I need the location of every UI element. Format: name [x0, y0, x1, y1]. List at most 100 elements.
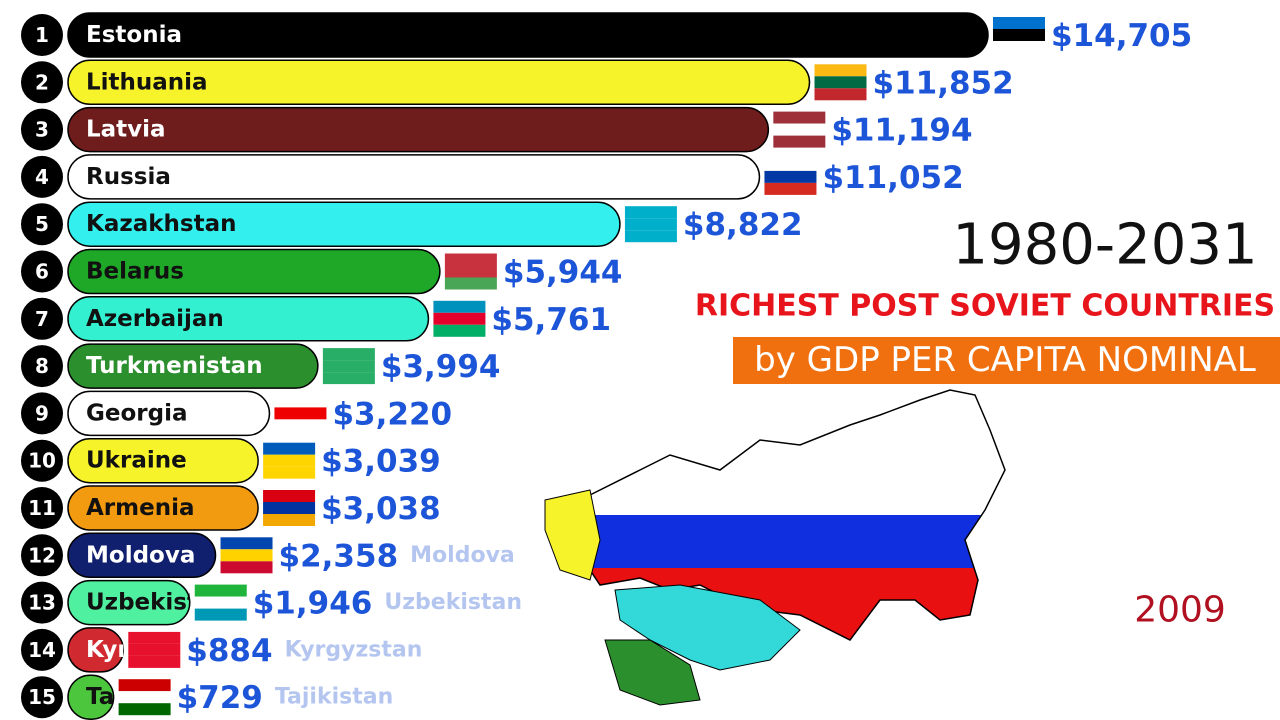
- rank-badge: [21, 203, 63, 246]
- value-label: $14,705: [1051, 18, 1192, 54]
- flag-stripe: [993, 17, 1045, 29]
- flag-stripe: [814, 88, 867, 101]
- flag-stripe: [773, 111, 826, 124]
- rank-badge: [21, 14, 63, 56]
- flag-stripe: [220, 549, 273, 562]
- rank: 12: [28, 543, 56, 567]
- rank-badge: [21, 108, 63, 151]
- value-label: $3,038: [321, 491, 441, 527]
- flag-stripe: [433, 312, 486, 325]
- bar: [67, 201, 621, 247]
- bar: [67, 154, 761, 200]
- map: [544, 389, 1006, 706]
- flag-stripe: [128, 631, 181, 644]
- bar-label: Lithuania: [86, 69, 208, 95]
- flag-stripe: [433, 300, 486, 313]
- flag-stripe: [194, 596, 247, 609]
- rank: 7: [35, 307, 49, 331]
- value-label: $3,994: [381, 349, 501, 385]
- rank: 10: [28, 449, 56, 473]
- rank-badge: [21, 439, 63, 482]
- bar-label: Moldova: [86, 542, 195, 568]
- rank: 8: [35, 354, 49, 378]
- period: 1980-2031: [952, 213, 1257, 278]
- flag-stripe: [322, 372, 375, 385]
- value-label: $8,822: [683, 207, 803, 243]
- flag-stripe: [263, 502, 316, 514]
- bar-label: Estonia: [86, 22, 182, 48]
- bar: [67, 485, 259, 531]
- bar: [67, 627, 125, 673]
- flag-stripe: [220, 561, 273, 574]
- bar: [67, 59, 811, 106]
- bar: [67, 532, 217, 579]
- flag-stripe: [322, 348, 375, 361]
- bar-label: Azerbaijan: [86, 306, 224, 332]
- value-label: $3,220: [332, 396, 452, 432]
- bar-label: Armenia: [86, 495, 195, 521]
- flag-stripe: [263, 454, 316, 467]
- year: 2009: [1134, 590, 1226, 631]
- bar-label: Kazakhstan: [86, 211, 237, 237]
- flag-stripe: [444, 265, 497, 278]
- value-label: $5,944: [503, 255, 623, 291]
- bar-label: Georgia: [86, 400, 188, 426]
- rank-badge: [21, 581, 63, 624]
- bar: [67, 106, 770, 153]
- outside-name: Kyrgyzstan: [285, 637, 423, 662]
- rank: 13: [28, 591, 56, 615]
- value-label: $1,946: [253, 586, 373, 622]
- value-label: $5,761: [491, 302, 611, 338]
- rank: 14: [28, 638, 56, 662]
- rank: 4: [35, 165, 49, 189]
- flag-stripe: [263, 490, 316, 502]
- rank-badge: [21, 345, 63, 388]
- rank: 1: [35, 23, 49, 47]
- bar: [67, 248, 441, 295]
- rank: 3: [35, 118, 49, 142]
- flag-stripe: [433, 324, 486, 337]
- flag-stripe: [444, 277, 497, 290]
- rank: 15: [28, 685, 56, 709]
- flag-stripe: [624, 206, 677, 219]
- flag-stripe: [814, 64, 867, 77]
- bar-label: Ukraine: [86, 448, 187, 474]
- flag-stripe: [764, 182, 817, 195]
- rank: 6: [35, 260, 49, 284]
- bar: [67, 674, 115, 720]
- bar: [67, 343, 319, 389]
- bar: [67, 390, 271, 437]
- rank-badge: [21, 155, 63, 198]
- subtitle: by GDP PER CAPITA NOMINAL: [754, 340, 1256, 380]
- bar-label: Uzbekistan: [86, 590, 230, 616]
- rank-badge: [21, 676, 63, 719]
- flag-stripe: [764, 158, 817, 171]
- rank: 9: [35, 401, 49, 425]
- flag-stripe: [118, 691, 171, 704]
- flag-stripe: [993, 41, 1045, 53]
- flag-stripe: [263, 514, 316, 526]
- chart-title: RICHEST POST SOVIET COUNTRIES: [695, 289, 1275, 324]
- bar-label: Belarus: [86, 259, 184, 285]
- rank-badge: [21, 628, 63, 671]
- value-label: $11,052: [822, 160, 963, 196]
- flag-stripe: [444, 253, 497, 266]
- rank-badge: [21, 297, 63, 340]
- value-label: $729: [177, 680, 263, 716]
- bar-label: Tajikistan: [86, 684, 210, 710]
- bar-label: Latvia: [86, 117, 166, 143]
- flag-stripe: [128, 655, 181, 668]
- flag-stripe: [194, 608, 247, 621]
- rank: 11: [28, 496, 56, 520]
- bar: [67, 579, 191, 626]
- flag-stripe: [624, 218, 677, 231]
- bar-label: Kyrgyzstan: [86, 637, 230, 663]
- flag-stripe: [764, 170, 817, 183]
- bar: [67, 12, 989, 58]
- value-label: $884: [186, 633, 272, 669]
- outside-name: Tajikistan: [275, 685, 393, 710]
- flag-stripe: [194, 584, 247, 597]
- rank: 2: [35, 70, 49, 94]
